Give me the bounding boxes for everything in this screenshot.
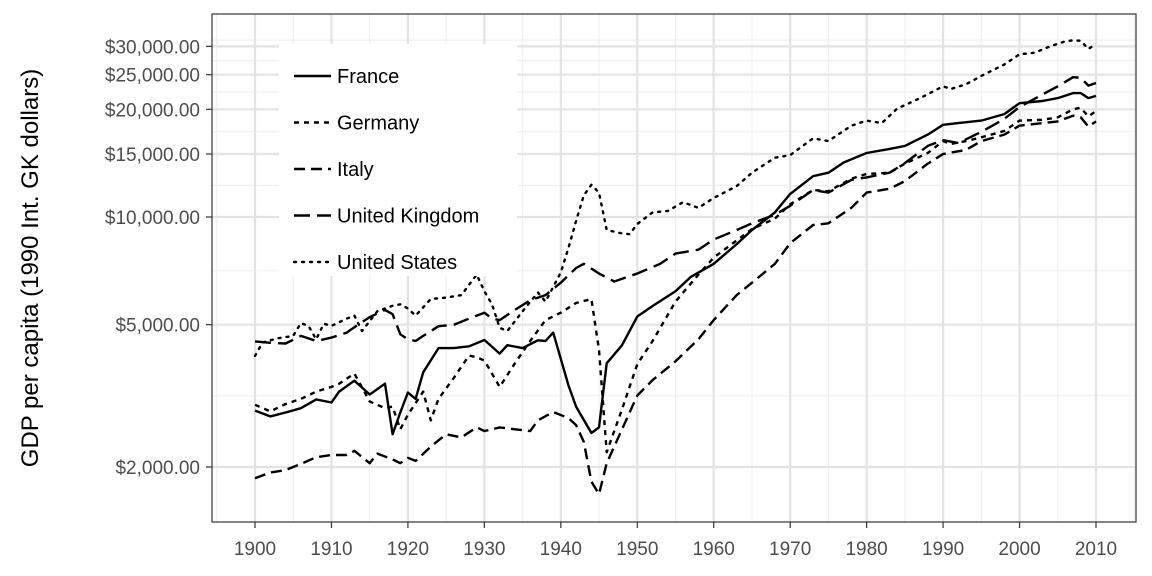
y-tick-label: $30,000.00 [105,37,200,58]
y-tick-label: $15,000.00 [105,145,200,166]
y-tick-label: $20,000.00 [105,100,200,121]
x-tick-label: 2000 [998,539,1040,560]
x-tick-label: 1990 [922,539,964,560]
series-line-united-kingdom [254,76,1097,345]
legend-label: France [337,66,399,88]
x-tick-label: 1910 [310,539,352,560]
series-line-germany [254,106,1097,454]
x-tick-label: 1900 [234,539,276,560]
legend-label: Germany [337,113,419,135]
legend: France Germany Italy United Kingdom United S… [279,44,517,276]
y-tick-label: $10,000.00 [105,208,200,229]
x-tick-label: 1970 [769,539,811,560]
plot-panel-border [211,13,1137,523]
x-tick-label: 1940 [540,539,582,560]
series-line-united-states [253,39,1098,358]
y-tick-label: $2,000.00 [115,458,200,479]
axes: 1900 1910 1920 1930 1940 1950 1960 1970 1980 1990… [105,37,1117,560]
y-tick-label: $5,000.00 [115,316,200,337]
legend-label: Italy [337,159,374,181]
x-tick-label: 1960 [693,539,735,560]
x-tick-label: 2010 [1075,539,1117,560]
x-tick-label: 1930 [463,539,505,560]
series-line-france [254,91,1097,436]
y-tick-label: $25,000.00 [105,66,200,87]
legend-label: United Kingdom [337,206,479,228]
y-axis-title: GDP per capita (1990 Int. GK dollars) [17,69,44,467]
legend-box [279,44,517,276]
x-tick-label: 1920 [387,539,429,560]
x-tick-label: 1950 [616,539,658,560]
series-lines [253,39,1098,496]
legend-label: United States [337,252,457,274]
x-tick-label: 1980 [845,539,887,560]
series-line-italy [254,114,1097,496]
